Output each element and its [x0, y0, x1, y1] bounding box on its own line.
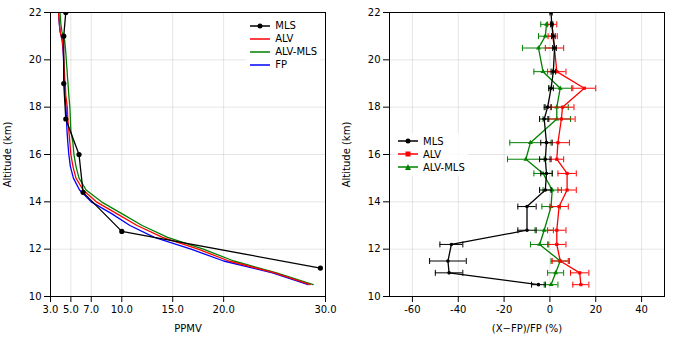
svg-text:20.0: 20.0 [213, 304, 235, 315]
svg-text:18: 18 [368, 101, 381, 112]
svg-text:-20: -20 [496, 304, 512, 315]
html-text:ALV: ALV [275, 33, 294, 44]
svg-text:16: 16 [29, 149, 42, 160]
svg-text:PPMV: PPMV [174, 323, 202, 334]
svg-text:10.0: 10.0 [111, 304, 133, 315]
svg-text:22: 22 [368, 7, 381, 18]
svg-text:20: 20 [368, 54, 381, 65]
svg-text:5.0: 5.0 [63, 304, 79, 315]
svg-text:7.0: 7.0 [83, 304, 99, 315]
svg-text:18: 18 [29, 101, 42, 112]
svg-text:14: 14 [368, 196, 381, 207]
svg-text:15.0: 15.0 [162, 304, 184, 315]
html-text:ALV-MLS: ALV-MLS [275, 46, 317, 57]
html-text:MLS: MLS [423, 135, 444, 147]
svg-text:3.0: 3.0 [43, 304, 59, 315]
svg-text:14: 14 [29, 196, 42, 207]
svg-text:20: 20 [589, 304, 602, 315]
svg-text:16: 16 [368, 149, 381, 160]
svg-text:12: 12 [368, 243, 381, 254]
svg-text:10: 10 [368, 291, 381, 302]
html-text:ALV: ALV [423, 148, 442, 160]
svg-text:-40: -40 [450, 304, 466, 315]
svg-text:30.0: 30.0 [314, 304, 336, 315]
svg-text:22: 22 [29, 7, 42, 18]
svg-text:Altitude (km): Altitude (km) [341, 122, 352, 188]
svg-text:0: 0 [547, 304, 553, 315]
svg-text:(X−FP)/FP (%): (X−FP)/FP (%) [492, 323, 563, 334]
svg-text:40: 40 [635, 304, 648, 315]
html-text:ALV-MLS: ALV-MLS [423, 161, 465, 173]
svg-text:12: 12 [29, 243, 42, 254]
svg-text:-60: -60 [404, 304, 420, 315]
svg-text:10: 10 [29, 291, 42, 302]
html-text:FP: FP [275, 59, 288, 70]
html-text:MLS: MLS [275, 20, 296, 31]
svg-text:Altitude (km): Altitude (km) [2, 122, 13, 188]
svg-text:20: 20 [29, 54, 42, 65]
